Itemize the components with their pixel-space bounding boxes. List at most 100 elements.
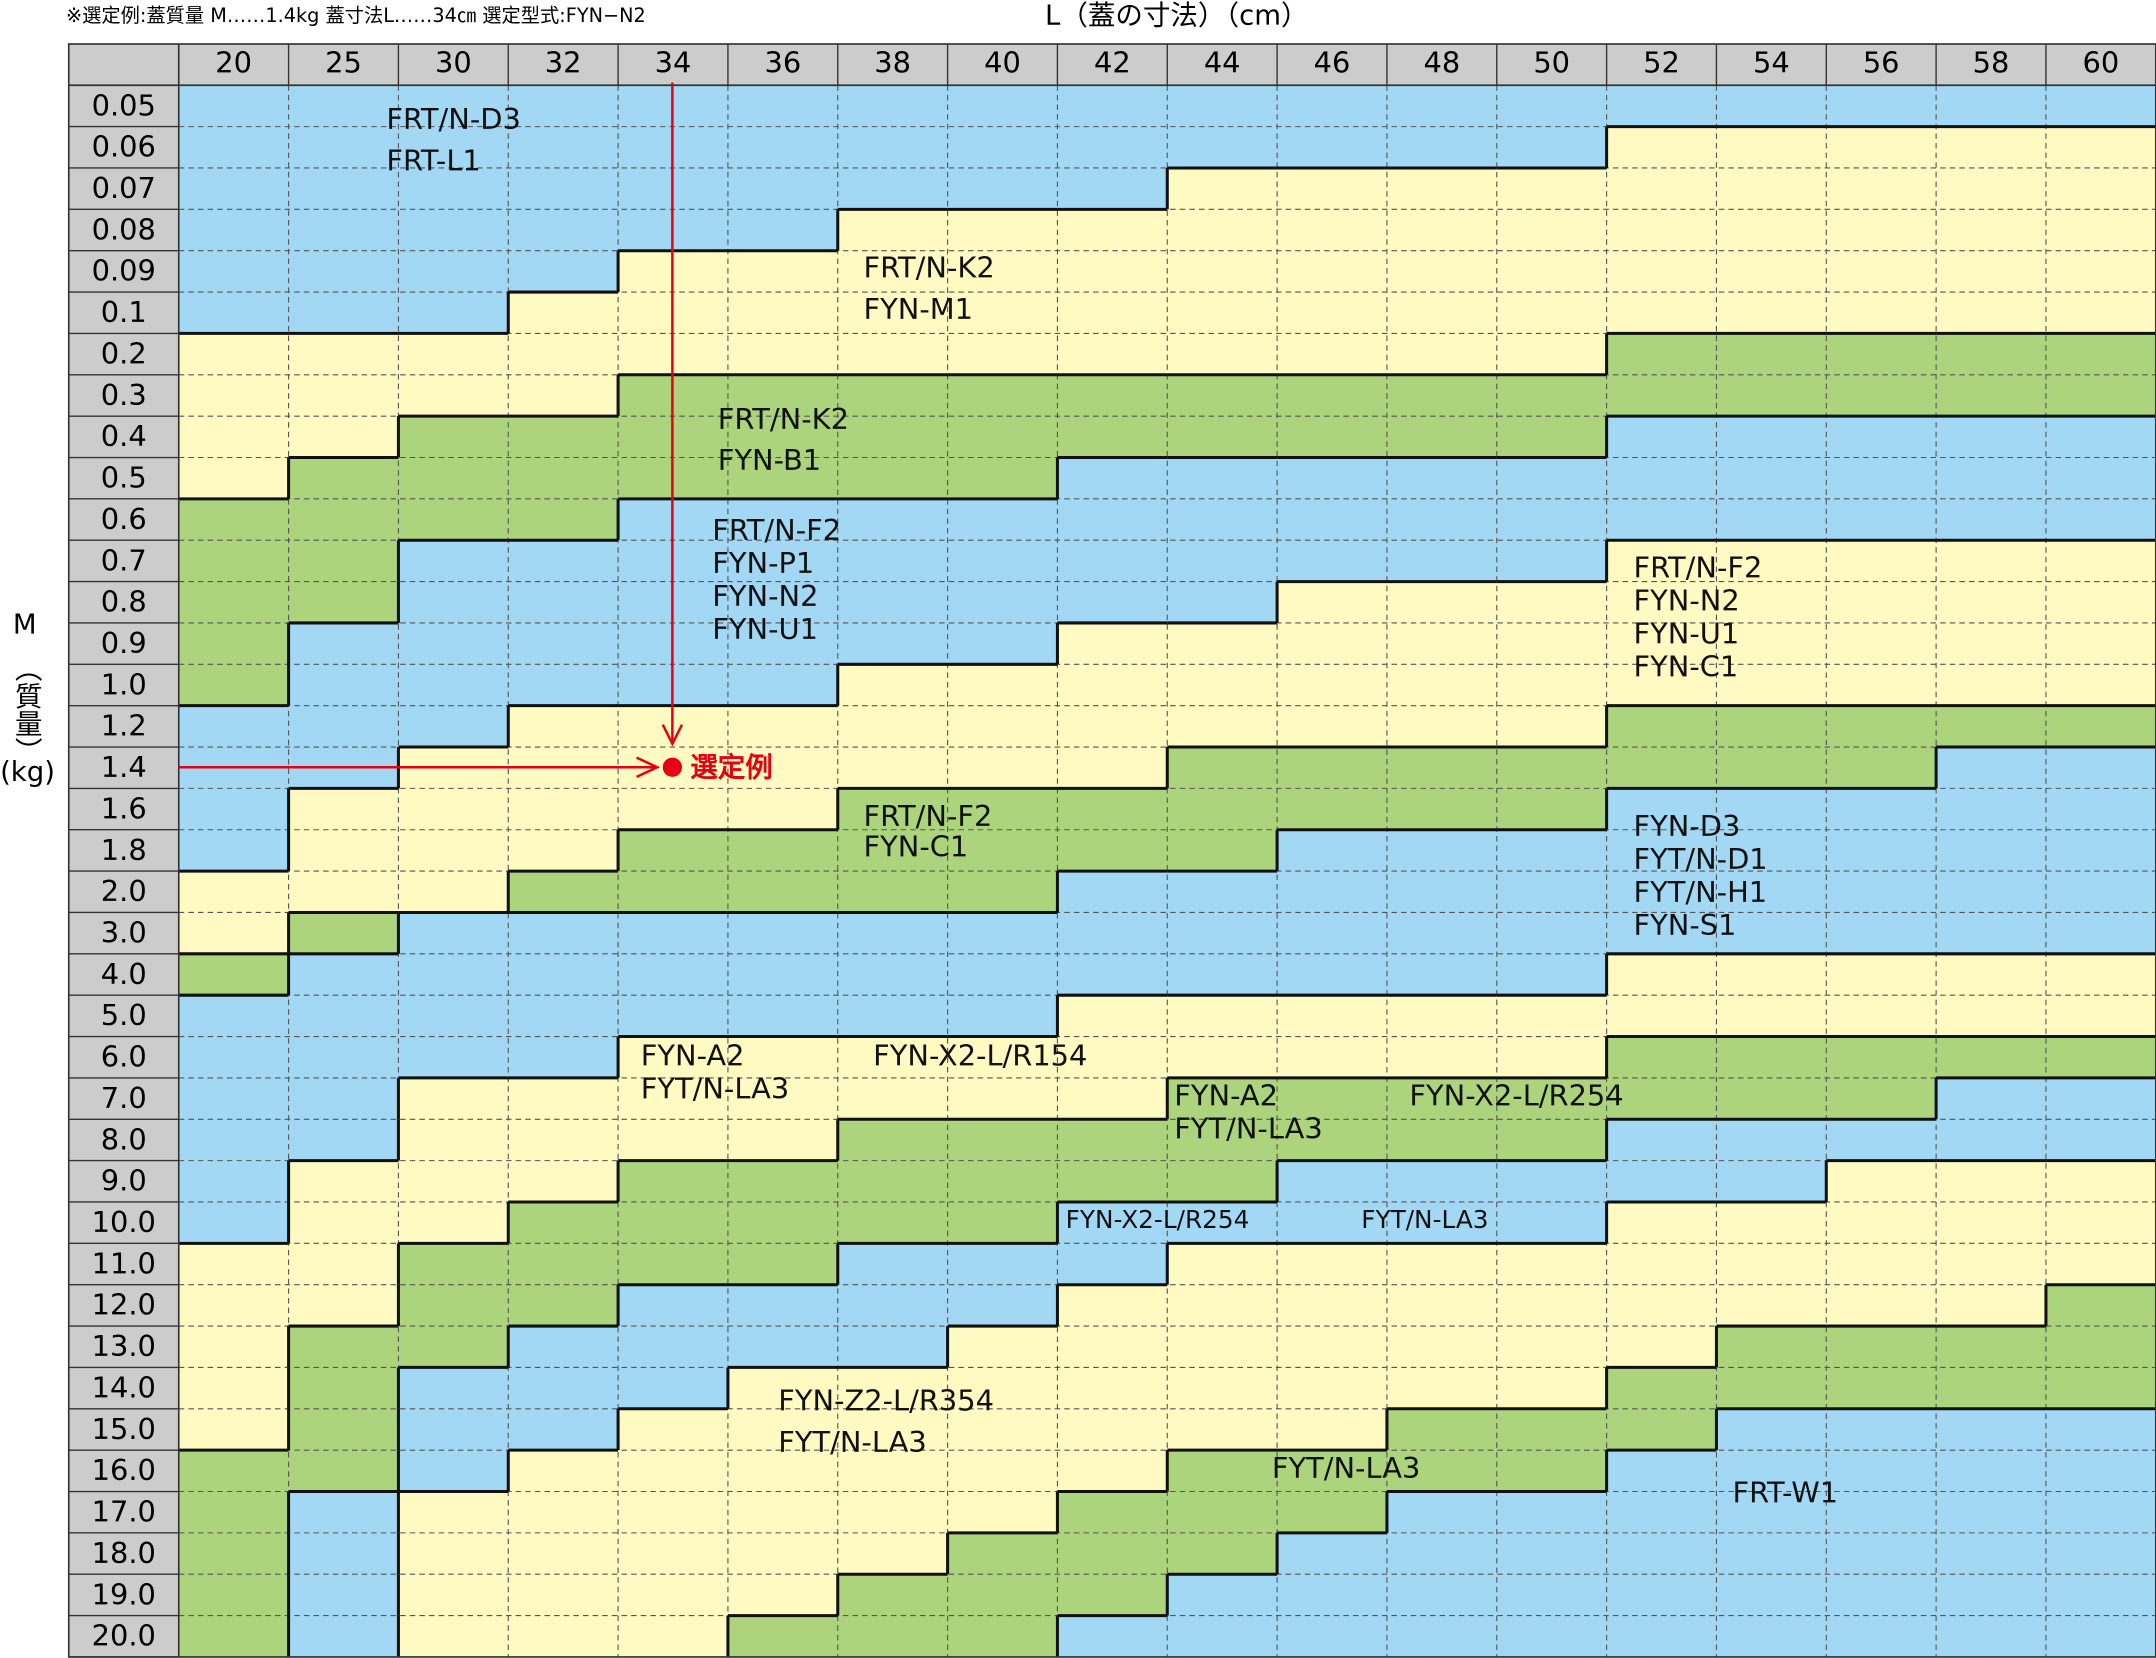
region-label: FYN-B1 — [718, 443, 821, 477]
cell — [398, 167, 509, 211]
row-header: 0.9 — [101, 626, 147, 660]
cell — [1936, 995, 2047, 1038]
cell — [947, 871, 1059, 914]
cell — [727, 622, 839, 665]
cell — [1386, 1532, 1498, 1575]
cell — [1826, 374, 1937, 417]
row-header: 0.09 — [92, 254, 156, 288]
cell — [2045, 953, 2156, 996]
cell — [508, 498, 619, 541]
cell — [727, 209, 839, 252]
cell — [1606, 1201, 1718, 1245]
cell — [727, 1532, 839, 1575]
cell — [1606, 1615, 1718, 1658]
cell — [618, 1532, 729, 1575]
cell — [1826, 664, 1937, 707]
cell — [1277, 250, 1388, 293]
cell — [398, 912, 509, 955]
row-header: 2.0 — [101, 874, 147, 908]
cell — [288, 1036, 400, 1079]
cell — [947, 498, 1059, 541]
cell — [1716, 209, 1827, 252]
cell — [1277, 333, 1388, 376]
cell — [178, 1450, 290, 1493]
row-header: 0.8 — [101, 585, 147, 619]
cell — [727, 498, 839, 541]
example-label: 選定例 — [690, 752, 773, 784]
cell — [1277, 622, 1388, 665]
cell — [508, 1036, 619, 1079]
cell — [398, 1367, 509, 1410]
cell — [288, 1284, 400, 1327]
cell — [1936, 209, 2047, 252]
row-header: 0.2 — [101, 336, 147, 370]
cell — [618, 1036, 729, 1079]
column-header: 20 — [215, 46, 252, 80]
cell — [947, 622, 1059, 665]
cell — [947, 664, 1059, 707]
cell — [947, 1077, 1059, 1120]
cell — [178, 1408, 290, 1451]
cell — [837, 1036, 949, 1079]
cell — [1277, 581, 1388, 624]
cell — [1386, 457, 1498, 500]
cell — [1606, 912, 1718, 955]
cell — [1057, 1201, 1168, 1245]
cell — [398, 1284, 509, 1327]
cell — [1716, 995, 1827, 1038]
cell — [837, 1408, 949, 1451]
cell — [2045, 1201, 2156, 1245]
cell — [1386, 209, 1498, 252]
cell — [1057, 374, 1168, 417]
cell — [398, 416, 509, 459]
cell — [1386, 1036, 1498, 1079]
cell — [1826, 1160, 1937, 1203]
cell — [1826, 416, 1937, 459]
region-label: FYN-C1 — [1634, 649, 1739, 683]
cell — [1057, 1284, 1168, 1327]
cell — [1496, 1160, 1608, 1203]
cell — [178, 1491, 290, 1534]
cell — [837, 1284, 949, 1327]
cell — [1826, 912, 1937, 955]
column-header: 40 — [984, 46, 1021, 80]
cell — [1716, 126, 1827, 169]
cell — [398, 333, 509, 376]
cell — [1167, 1284, 1278, 1327]
cell — [1606, 581, 1718, 624]
cell — [1386, 167, 1498, 211]
cell — [2045, 457, 2156, 500]
cell — [178, 1201, 290, 1245]
cell — [1936, 1077, 2047, 1120]
cell — [1606, 953, 1718, 996]
cell — [1386, 1574, 1498, 1617]
cell — [1277, 871, 1388, 914]
cell — [1716, 1243, 1827, 1286]
cell — [1826, 622, 1937, 665]
cell — [1716, 1450, 1827, 1493]
cell — [1826, 85, 1937, 128]
cell — [1386, 292, 1498, 335]
cell — [398, 1450, 509, 1493]
cell — [618, 829, 729, 872]
cell — [1277, 912, 1388, 955]
cell — [837, 1367, 949, 1410]
cell — [1606, 871, 1718, 914]
cell — [837, 1450, 949, 1493]
cell — [1936, 1036, 2047, 1079]
row-header: 7.0 — [101, 1081, 147, 1115]
cell — [1496, 664, 1608, 707]
cell — [1496, 953, 1608, 996]
cell — [398, 1408, 509, 1451]
cell — [178, 498, 290, 541]
cell — [837, 333, 949, 376]
cell — [947, 829, 1059, 872]
cell — [1936, 1408, 2047, 1451]
cell — [1057, 1119, 1168, 1162]
cell — [1826, 1201, 1937, 1245]
cell — [178, 1574, 290, 1617]
cell — [398, 788, 509, 831]
cell — [1057, 292, 1168, 335]
cell — [837, 1491, 949, 1534]
row-header: 16.0 — [92, 1453, 156, 1487]
